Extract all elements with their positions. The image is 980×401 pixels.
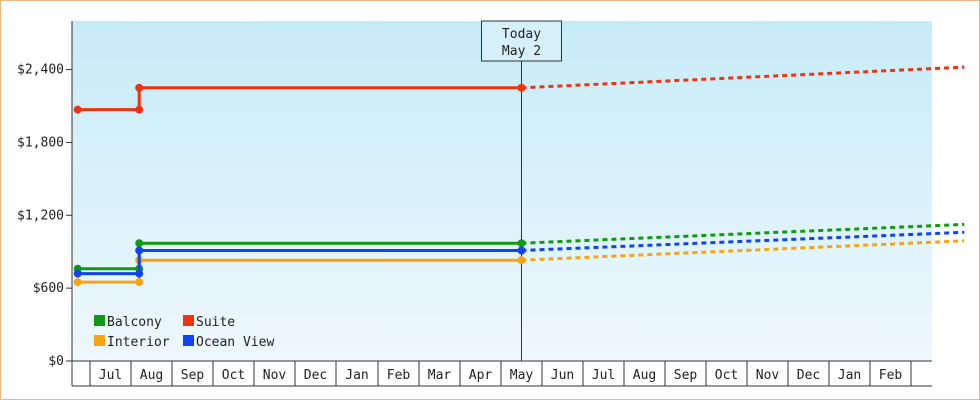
series-suite-history-line: [77, 86, 522, 112]
x-tick-label: Dec: [797, 368, 820, 383]
series-suite-point[interactable]: [517, 83, 526, 92]
legend-label-interior: Interior: [107, 335, 170, 350]
legend-swatch-ocean-view: [183, 335, 194, 346]
y-tick-label: $1,200: [17, 208, 64, 223]
series-ocean-view-forecast-line: [521, 230, 965, 252]
x-tick-label: Apr: [469, 368, 493, 383]
x-tick-label: Jan: [345, 368, 368, 383]
today-date: May 2: [502, 44, 541, 59]
series-ocean-view-history-line: [77, 249, 522, 276]
x-tick-label: Nov: [263, 368, 287, 383]
series-balcony-forecast-line: [521, 222, 965, 245]
x-tick-label: May: [510, 368, 534, 383]
x-tick-label: Aug: [140, 368, 163, 383]
series-suite-forecast-line: [521, 65, 965, 90]
series-balcony-point[interactable]: [135, 239, 144, 248]
x-tick-label: Sep: [181, 368, 205, 383]
series-ocean-view-point[interactable]: [135, 269, 144, 278]
series-ocean-view-point[interactable]: [517, 246, 526, 255]
legend-label-balcony: Balcony: [107, 315, 162, 330]
x-tick-label: Mar: [428, 368, 452, 383]
legend-swatch-interior: [94, 335, 105, 346]
plot-area: [72, 21, 932, 361]
series-interior-point[interactable]: [73, 278, 82, 287]
series-suite-point[interactable]: [135, 83, 144, 92]
x-tick-label: Feb: [387, 368, 411, 383]
legend-swatch-suite: [183, 315, 194, 326]
y-tick-label: $0: [48, 354, 64, 369]
x-tick-label: Dec: [304, 368, 327, 383]
x-tick-label: Oct: [715, 368, 738, 383]
x-tick-label: Jul: [592, 368, 615, 383]
x-tick-label: Jul: [99, 368, 122, 383]
x-tick-label: Oct: [222, 368, 245, 383]
series-ocean-view-point[interactable]: [73, 269, 82, 278]
today-box: [481, 20, 562, 62]
x-tick-label: Jun: [551, 368, 574, 383]
series-balcony-point[interactable]: [517, 239, 526, 248]
legend-swatch-balcony: [94, 315, 105, 326]
legend-label-ocean-view: Ocean View: [196, 335, 274, 350]
x-tick-label: Nov: [756, 368, 780, 383]
series-ocean-view-point[interactable]: [135, 246, 144, 255]
x-tick-label: Jan: [838, 368, 861, 383]
y-tick-label: $600: [33, 281, 64, 296]
today-label: Today: [502, 27, 541, 42]
series-suite-point[interactable]: [73, 105, 82, 114]
series-interior-forecast-line: [521, 239, 965, 262]
series-suite-point[interactable]: [135, 105, 144, 114]
y-tick-label: $2,400: [17, 63, 64, 78]
legend-label-suite: Suite: [196, 315, 235, 330]
y-tick-label: $1,800: [17, 135, 64, 150]
x-tick-label: Aug: [633, 368, 656, 383]
series-interior-point[interactable]: [135, 278, 144, 287]
series-interior-point[interactable]: [517, 256, 526, 265]
x-tick-label: Sep: [674, 368, 698, 383]
x-tick-label: Feb: [879, 368, 903, 383]
